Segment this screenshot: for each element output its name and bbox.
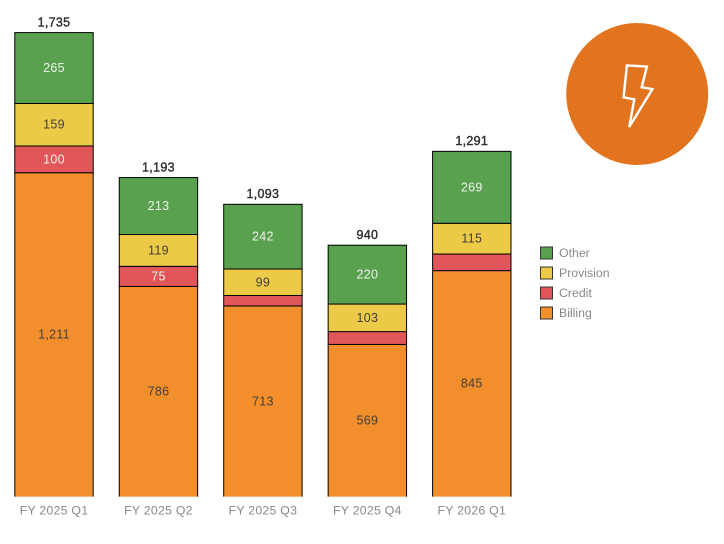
- svg-text:845: 845: [461, 377, 483, 391]
- svg-text:242: 242: [252, 230, 274, 244]
- svg-text:99: 99: [256, 275, 271, 289]
- svg-text:100: 100: [43, 152, 65, 166]
- svg-text:1,735: 1,735: [38, 15, 71, 29]
- svg-text:FY 2026 Q1: FY 2026 Q1: [438, 504, 507, 518]
- svg-text:FY 2025 Q2: FY 2025 Q2: [124, 504, 193, 518]
- svg-text:FY 2025 Q3: FY 2025 Q3: [229, 504, 298, 518]
- svg-text:569: 569: [356, 414, 378, 428]
- svg-text:220: 220: [356, 268, 378, 282]
- svg-text:119: 119: [148, 243, 169, 257]
- svg-text:265: 265: [43, 61, 65, 75]
- svg-text:115: 115: [461, 232, 482, 246]
- svg-text:FY 2025 Q4: FY 2025 Q4: [333, 504, 402, 518]
- svg-text:159: 159: [43, 118, 65, 132]
- svg-text:1,291: 1,291: [455, 134, 488, 148]
- svg-text:FY 2025 Q1: FY 2025 Q1: [20, 504, 89, 518]
- svg-text:213: 213: [148, 199, 170, 213]
- svg-text:Other: Other: [559, 246, 590, 260]
- svg-text:Billing: Billing: [559, 306, 592, 320]
- svg-text:1,193: 1,193: [142, 160, 175, 174]
- svg-text:1,211: 1,211: [38, 328, 70, 342]
- svg-text:940: 940: [356, 228, 378, 242]
- svg-text:269: 269: [461, 180, 483, 194]
- svg-text:75: 75: [151, 269, 166, 283]
- svg-text:Provision: Provision: [559, 266, 610, 280]
- svg-text:713: 713: [252, 394, 274, 408]
- svg-text:103: 103: [356, 311, 378, 325]
- svg-text:1,093: 1,093: [247, 187, 280, 201]
- svg-text:786: 786: [148, 385, 170, 399]
- svg-text:Credit: Credit: [559, 286, 592, 300]
